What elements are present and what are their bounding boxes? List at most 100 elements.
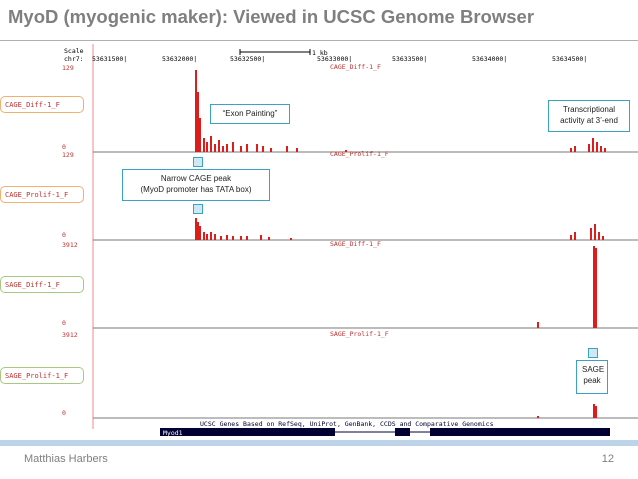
callout-exon-painting-text: “Exon Painting” xyxy=(222,109,278,118)
arrow-down-icon xyxy=(193,204,203,214)
signal-bar xyxy=(240,146,242,152)
signal-bar xyxy=(574,232,576,240)
track-min: 0 xyxy=(62,231,66,239)
page-number: 12 xyxy=(601,453,614,465)
ruler-position: 53634000| xyxy=(472,55,507,63)
track-min: 0 xyxy=(62,409,66,417)
signal-bar xyxy=(210,136,212,152)
signal-bar xyxy=(290,238,292,240)
track-max: 3912 xyxy=(62,241,78,249)
signal-bar xyxy=(206,142,208,152)
chrom-label: chr7: xyxy=(64,55,84,63)
track-label-sage-diff[interactable]: SAGE_Diff-1_F xyxy=(0,276,84,293)
signal-bar xyxy=(240,236,242,240)
footer-author: Matthias Harbers xyxy=(24,453,108,465)
track-max: 129 xyxy=(62,151,74,159)
scale-label: Scale xyxy=(64,47,84,55)
signal-bar xyxy=(262,146,264,152)
signal-bar xyxy=(199,118,201,152)
signal-bar xyxy=(602,236,604,240)
signal-bar xyxy=(256,144,258,152)
callout-sage-line2: peak xyxy=(583,376,601,385)
signal-bar xyxy=(595,406,597,418)
signal-bar xyxy=(588,144,590,152)
position-ruler: 53631500| 53632000| 53632500| 53633000| 5363… xyxy=(92,55,587,63)
signal-bar xyxy=(195,218,197,240)
signal-bar xyxy=(199,226,201,240)
signal-bar xyxy=(594,224,596,240)
callout-transcriptional-activity: Transcriptional activity at 3’-end xyxy=(548,100,630,132)
callout-sage-peak: SAGE peak xyxy=(576,360,608,394)
track-label-sage-prolif[interactable]: SAGE_Prolif-1_F xyxy=(0,367,84,384)
signal-bar xyxy=(596,142,598,152)
arrow-up-icon xyxy=(193,157,203,167)
signal-bar xyxy=(246,144,248,152)
signal-bar xyxy=(590,228,592,240)
signal-bar xyxy=(345,150,347,152)
signal-bar xyxy=(232,236,234,240)
signal-bar xyxy=(206,234,208,240)
arrow-up-icon xyxy=(588,348,598,358)
signal-bar xyxy=(595,248,597,328)
signal-bar xyxy=(574,146,576,152)
browser-canvas: Scale chr7: 1 kb 53631500| 53632000| 53632… xyxy=(62,44,638,437)
signal-bar xyxy=(197,92,199,152)
callout-transcriptional-line2: activity at 3’-end xyxy=(560,116,618,125)
track-label-cage-prolif[interactable]: CAGE_Prolif-1_F xyxy=(0,186,84,203)
title-divider xyxy=(0,40,638,41)
signal-bar xyxy=(226,235,228,240)
gene-name-box xyxy=(160,428,195,436)
signal-bar xyxy=(195,70,197,152)
gene-exon-2 xyxy=(395,428,410,436)
track-max: 3912 xyxy=(62,331,78,339)
signal-bar xyxy=(286,146,288,152)
track-min: 0 xyxy=(62,143,66,151)
track-title: CAGE_Diff-1_F xyxy=(330,63,381,71)
callout-sage-line1: SAGE xyxy=(582,365,605,374)
scale-bar-label: 1 kb xyxy=(312,49,328,57)
signal-bar xyxy=(593,404,595,418)
signal-bar xyxy=(593,246,595,328)
signal-bar xyxy=(570,235,572,240)
ruler-position: 53634500| xyxy=(552,55,587,63)
gene-track-title: UCSC Genes Based on RefSeq, UniProt, Gen… xyxy=(200,420,494,428)
track-max: 129 xyxy=(62,64,74,72)
ruler-position: 53632500| xyxy=(230,55,265,63)
signal-bar xyxy=(222,146,224,152)
ruler-position: 53633500| xyxy=(392,55,427,63)
signal-bar xyxy=(218,140,220,152)
signal-bar xyxy=(197,222,199,240)
track-label-cage-diff[interactable]: CAGE_Diff-1_F xyxy=(0,96,84,113)
signal-bar xyxy=(537,416,539,418)
callout-exon-painting: “Exon Painting” xyxy=(210,104,290,124)
slide-title: MyoD (myogenic maker): Viewed in UCSC Ge… xyxy=(8,6,535,27)
genome-browser-view: Scale chr7: 1 kb 53631500| 53632000| 53632… xyxy=(0,44,638,439)
gene-exon-3 xyxy=(430,428,610,436)
signal-bar xyxy=(203,232,205,240)
ruler-position: 53632000| xyxy=(162,55,197,63)
gene-exon-1 xyxy=(195,428,335,436)
callout-transcriptional-line1: Transcriptional xyxy=(562,105,616,114)
signal-bar xyxy=(220,236,222,240)
signal-bar xyxy=(210,232,212,240)
ruler-position: 53633000| xyxy=(317,55,352,63)
signal-bar xyxy=(598,232,600,240)
signal-tracks: CAGE_Diff-1_F1290CAGE_Prolif-1_F1290SAGE… xyxy=(62,63,638,419)
signal-bar xyxy=(570,148,572,152)
footer-band xyxy=(0,440,638,446)
signal-bar xyxy=(270,148,272,152)
track-title: CAGE_Prolif-1_F xyxy=(330,150,389,158)
signal-bar xyxy=(268,237,270,240)
signal-bar xyxy=(246,236,248,240)
signal-bar xyxy=(232,142,234,152)
callout-narrow-line1: Narrow CAGE peak xyxy=(160,174,232,183)
signal-bar xyxy=(226,144,228,152)
signal-bar xyxy=(203,138,205,152)
callout-narrow-line2: (MyoD promoter has TATA box) xyxy=(140,185,252,194)
signal-bar xyxy=(600,146,602,152)
ruler-position: 53631500| xyxy=(92,55,127,63)
signal-bar xyxy=(537,322,539,328)
track-title: SAGE_Prolif-1_F xyxy=(330,330,389,338)
signal-bar xyxy=(214,144,216,152)
signal-bar xyxy=(604,148,606,152)
